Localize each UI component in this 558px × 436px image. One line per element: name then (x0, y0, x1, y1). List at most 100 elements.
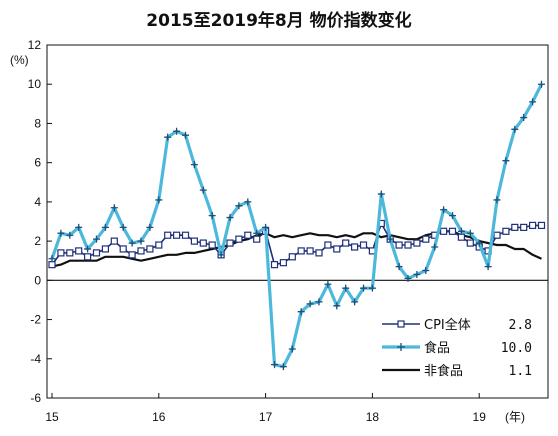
data-point (493, 196, 501, 204)
data-point (502, 157, 510, 165)
data-point (297, 247, 305, 255)
data-point (146, 223, 154, 231)
data-point (511, 223, 519, 231)
legend-label: 食品 (424, 340, 450, 356)
data-point (235, 202, 243, 210)
legend-latest-value: 2.8 (509, 318, 532, 333)
data-point (101, 245, 110, 253)
data-point (253, 235, 261, 243)
chart-title: 2015至2019年8月 物价指数变化 (146, 10, 411, 31)
data-point (395, 241, 403, 249)
data-point (101, 223, 109, 231)
data-point (360, 284, 367, 292)
data-point (66, 231, 74, 239)
data-point (297, 308, 305, 316)
data-point (351, 243, 359, 251)
data-point (288, 253, 296, 261)
y-tick-label: -4 (30, 352, 41, 366)
data-point (466, 239, 474, 247)
legend-label: CPI全体 (424, 317, 471, 333)
data-point (440, 206, 448, 214)
legend-item: 食品 10.0 (382, 340, 532, 356)
data-point (75, 223, 83, 231)
y-tick-label: 8 (34, 116, 41, 130)
data-point (538, 80, 545, 88)
data-point (324, 241, 332, 249)
data-point (306, 300, 314, 308)
legend-item: 非食品 1.1 (382, 363, 532, 379)
plot-frame (46, 44, 549, 399)
data-point (137, 247, 145, 255)
data-point (440, 227, 448, 235)
x-unit-label: (年) (505, 410, 525, 424)
y-unit-label: (%) (10, 53, 29, 67)
data-point (431, 243, 439, 251)
x-tick-label: 15 (45, 410, 59, 424)
data-point (164, 231, 172, 239)
data-point (315, 249, 323, 257)
data-point (279, 363, 287, 371)
data-point (359, 241, 368, 249)
series-0 (48, 219, 546, 269)
data-point (449, 212, 456, 220)
data-point (208, 212, 216, 220)
data-point (333, 302, 341, 310)
data-point (386, 235, 394, 243)
data-point (404, 274, 412, 282)
y-tick-label: 0 (34, 273, 41, 287)
data-point (244, 231, 252, 239)
y-tick-label: 12 (28, 38, 42, 52)
data-point (262, 223, 270, 231)
data-point (288, 345, 296, 353)
data-point (368, 284, 376, 292)
data-point (146, 245, 154, 253)
data-point (92, 249, 101, 257)
x-tick-label: 16 (152, 410, 166, 424)
data-point (484, 263, 492, 271)
data-point (528, 221, 537, 230)
data-point (48, 261, 56, 269)
data-point (377, 190, 385, 198)
legend-latest-value: 1.1 (509, 364, 532, 379)
y-tick-label: 2 (34, 234, 41, 248)
data-point (119, 223, 127, 231)
data-point (57, 249, 65, 257)
data-point (137, 237, 145, 245)
data-point (270, 261, 279, 269)
data-point (271, 361, 278, 369)
data-point (199, 239, 207, 247)
data-point (502, 227, 510, 235)
data-point (66, 249, 74, 257)
data-point (128, 239, 136, 247)
data-point (164, 133, 172, 141)
data-point (537, 221, 546, 230)
data-point (226, 239, 234, 247)
data-point (217, 251, 225, 259)
data-point (448, 227, 457, 235)
data-point (493, 231, 501, 239)
data-point (190, 237, 198, 245)
data-point (93, 235, 100, 243)
data-point (422, 235, 430, 243)
data-point (182, 131, 189, 139)
data-point (253, 229, 261, 237)
x-tick-label: 18 (366, 410, 380, 424)
data-point (520, 223, 528, 231)
legend-marker (397, 320, 405, 328)
data-point (413, 270, 421, 278)
y-tick-label: -2 (30, 313, 41, 327)
data-point (511, 125, 519, 133)
data-point (279, 259, 287, 267)
y-tick-label: -6 (30, 391, 41, 405)
data-point (351, 298, 359, 306)
data-point (83, 253, 92, 261)
data-point (155, 241, 163, 249)
data-point (208, 241, 216, 249)
data-point (404, 241, 412, 249)
data-point (235, 235, 243, 243)
legend-latest-value: 10.0 (501, 341, 532, 356)
data-point (315, 298, 323, 306)
data-point (110, 204, 118, 212)
x-tick-label: 19 (473, 410, 487, 424)
legend-marker (397, 343, 405, 351)
